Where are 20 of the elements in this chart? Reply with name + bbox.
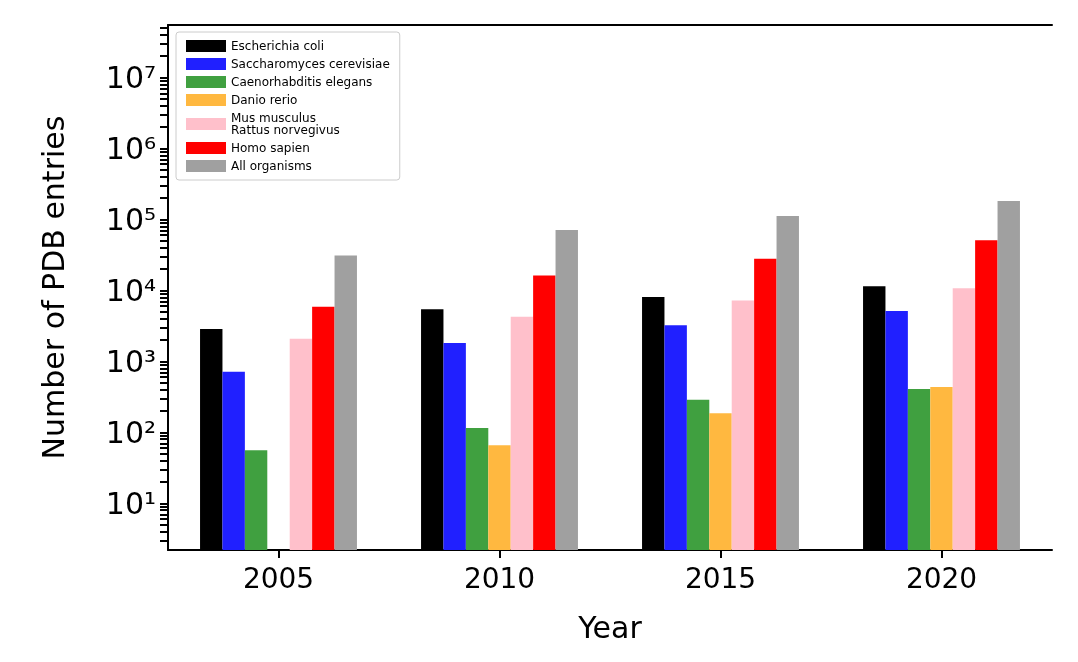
y-tick-label: 10¹ xyxy=(105,485,156,521)
y-axis-title: Number of PDB entries xyxy=(35,115,71,460)
x-tick-label: 2010 xyxy=(463,561,536,595)
legend-label: Danio rerio xyxy=(231,93,298,107)
y-tick-label: 10³ xyxy=(105,343,156,379)
x-tick-label: 2020 xyxy=(905,561,978,595)
legend-label: Homo sapien xyxy=(231,141,310,155)
legend-label: All organisms xyxy=(231,159,312,173)
legend-label: Caenorhabditis elegans xyxy=(231,75,373,89)
y-tick-label: 10⁵ xyxy=(105,201,156,237)
y-tick-label: 10² xyxy=(105,414,156,450)
y-tick-label: 10⁴ xyxy=(105,272,156,308)
x-tick-label: 2015 xyxy=(684,561,757,595)
x-axis-title: Year xyxy=(577,609,643,645)
legend-label: Escherichia coli xyxy=(231,39,324,53)
legend-label: Saccharomyces cerevisiae xyxy=(231,57,390,71)
y-tick-label: 10⁶ xyxy=(105,131,156,167)
y-tick-label: 10⁷ xyxy=(105,60,156,96)
legend-label: Mus musculus Rattus norvegivus xyxy=(231,111,340,137)
x-tick-label: 2005 xyxy=(242,561,315,595)
